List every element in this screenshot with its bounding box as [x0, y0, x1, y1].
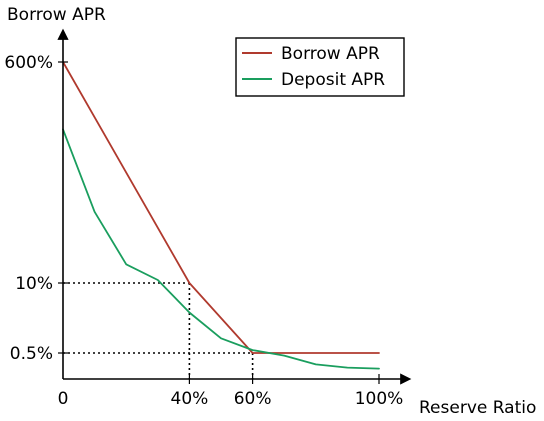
x-tick-label: 100% — [355, 389, 404, 409]
y-tick-label: 600% — [4, 53, 53, 73]
reference-lines — [63, 282, 254, 379]
series-line-deposit-apr — [62, 128, 380, 370]
series-lines — [62, 61, 380, 370]
x-tick-label: 0 — [58, 389, 69, 409]
y-axis-label: Borrow APR — [7, 5, 106, 25]
legend: Borrow APR Deposit APR — [235, 37, 405, 97]
x-tick-label: 60% — [234, 389, 272, 409]
y-ticks: 0.5% 10% 600% — [4, 53, 68, 364]
x-axis-label: Reserve Ratio — [419, 398, 536, 418]
x-ticks: 0 40% 60% 100% — [58, 374, 404, 409]
legend-label-deposit: Deposit APR — [281, 70, 385, 90]
legend-box — [235, 37, 405, 97]
y-tick-label: 10% — [15, 274, 53, 294]
series-line-borrow-apr — [62, 61, 380, 354]
y-tick-label: 0.5% — [10, 344, 53, 364]
x-tick-label: 40% — [171, 389, 209, 409]
legend-label-borrow: Borrow APR — [281, 44, 380, 64]
